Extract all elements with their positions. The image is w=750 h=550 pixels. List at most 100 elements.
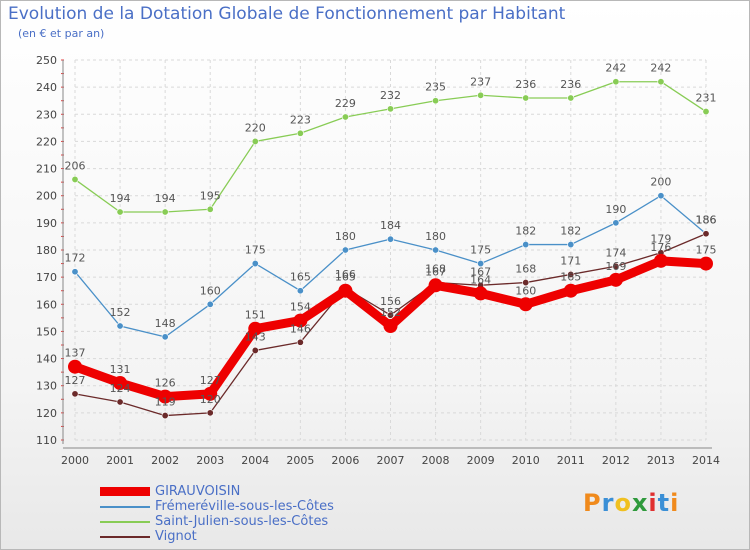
data-label: 174 — [605, 246, 626, 259]
chart-subtitle: (en € et par an) — [18, 27, 105, 40]
data-point — [386, 105, 394, 113]
data-point — [68, 359, 82, 374]
y-tick-label: 120 — [36, 407, 57, 420]
data-point — [522, 279, 530, 287]
logo-letter: r — [601, 489, 615, 517]
y-tick-label: 130 — [36, 380, 57, 393]
legend-label-saint-julien: Saint-Julien-sous-les-Côtes — [155, 514, 329, 529]
data-label: 172 — [65, 252, 86, 265]
data-point — [341, 246, 349, 254]
legend-swatch-saint-julien — [100, 521, 150, 523]
data-label: 154 — [290, 301, 311, 314]
data-label: 186 — [696, 214, 717, 227]
data-point — [251, 260, 259, 268]
data-label: 151 — [245, 309, 266, 322]
data-point — [567, 270, 575, 278]
data-point — [653, 253, 668, 268]
data-point — [699, 256, 713, 271]
data-point — [158, 389, 173, 404]
data-label: 236 — [560, 78, 581, 91]
data-point — [251, 346, 259, 354]
data-label: 176 — [650, 241, 671, 254]
y-tick-label: 110 — [36, 434, 57, 447]
data-label: 242 — [605, 62, 626, 75]
data-point — [161, 333, 169, 341]
y-tick-label: 160 — [36, 298, 57, 311]
data-point — [702, 108, 710, 116]
data-point — [612, 78, 620, 86]
data-point — [116, 322, 124, 330]
y-tick-label: 170 — [36, 271, 57, 284]
data-label: 171 — [560, 254, 581, 267]
data-label: 235 — [425, 81, 446, 94]
data-label: 190 — [605, 203, 626, 216]
data-point — [161, 208, 169, 216]
data-label: 179 — [650, 233, 671, 246]
data-label: 165 — [290, 271, 311, 284]
y-tick-label: 250 — [36, 54, 57, 67]
data-point — [161, 412, 169, 420]
x-tick-label: 2003 — [196, 454, 224, 467]
data-label: 231 — [696, 92, 717, 105]
line-chart: 110 120 130 140 150 160 170 180 190 200 210 220 230 2… — [36, 54, 720, 467]
data-label: 166 — [335, 268, 356, 281]
logo-letter: o — [614, 489, 632, 517]
y-tick-label: 200 — [36, 190, 57, 203]
data-label: 195 — [200, 189, 221, 202]
x-tick-label: 2008 — [422, 454, 450, 467]
data-point — [477, 91, 485, 99]
data-label: 124 — [110, 382, 131, 395]
data-label: 180 — [425, 230, 446, 243]
data-label: 168 — [425, 263, 446, 276]
legend-label-fremereville: Frémeréville-sous-les-Côtes — [155, 499, 334, 514]
data-point — [296, 338, 304, 346]
data-point — [702, 230, 710, 238]
y-tick-label: 190 — [36, 217, 57, 230]
data-point — [477, 260, 485, 268]
y-tick-label: 220 — [36, 135, 57, 148]
data-label: 165 — [560, 271, 581, 284]
data-point — [206, 409, 214, 417]
data-point — [567, 94, 575, 102]
data-label: 156 — [380, 295, 401, 308]
y-tick-label: 150 — [36, 325, 57, 338]
data-label: 152 — [380, 306, 401, 319]
legend-swatch-girauvoisin — [100, 487, 150, 496]
legend-swatch-fremereville — [100, 506, 150, 508]
data-point — [71, 268, 79, 276]
data-label: 200 — [650, 176, 671, 189]
x-tick-label: 2013 — [647, 454, 675, 467]
data-label: 127 — [65, 374, 86, 387]
x-tick-label: 2014 — [692, 454, 720, 467]
y-tick-label: 240 — [36, 81, 57, 94]
data-label: 182 — [560, 225, 581, 238]
data-point — [563, 283, 578, 298]
logo-letter: t — [657, 489, 671, 517]
proxiti-logo: Proxiti — [583, 489, 679, 517]
data-point — [341, 113, 349, 121]
data-point — [206, 300, 214, 308]
x-tick-label: 2002 — [151, 454, 179, 467]
x-tick-label: 2007 — [377, 454, 405, 467]
data-label: 237 — [470, 75, 491, 88]
legend-label-girauvoisin: GIRAUVOISIN — [155, 484, 241, 499]
data-point — [206, 205, 214, 213]
data-label: 229 — [335, 97, 356, 110]
data-label: 168 — [515, 263, 536, 276]
data-label: 127 — [200, 374, 221, 387]
data-point — [383, 319, 398, 333]
data-point — [116, 398, 124, 406]
logo-letter: i — [648, 489, 658, 517]
data-point — [657, 192, 665, 200]
x-tick-label: 2000 — [61, 454, 89, 467]
data-label: 194 — [155, 192, 176, 205]
data-label: 126 — [155, 377, 176, 390]
data-label: 148 — [155, 317, 176, 330]
data-point — [338, 283, 353, 298]
data-point — [386, 311, 394, 319]
data-label: 119 — [155, 396, 176, 409]
data-point — [522, 241, 530, 249]
data-label: 194 — [110, 192, 131, 205]
data-label: 206 — [65, 159, 86, 172]
logo-letter: P — [583, 489, 602, 517]
